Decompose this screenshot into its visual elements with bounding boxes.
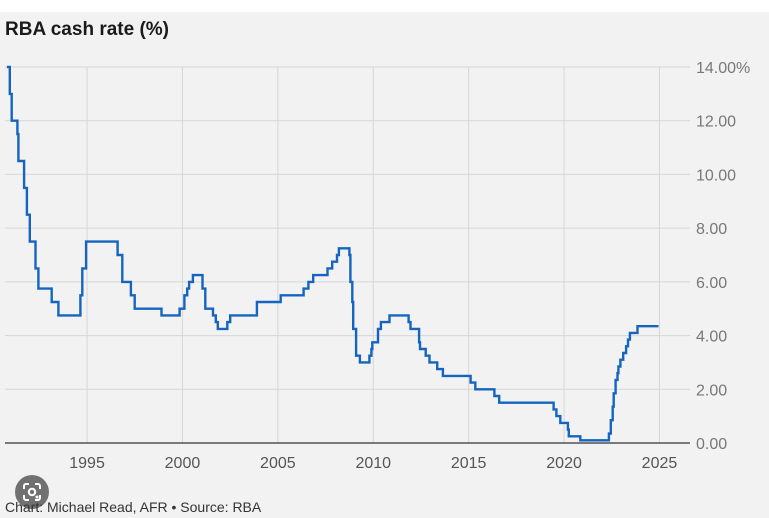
y-tick-label: 10.00 [696, 167, 736, 184]
chart-title: RBA cash rate (%) [5, 19, 170, 40]
y-tick-label: 8.00 [696, 221, 727, 238]
top-bar [0, 0, 769, 12]
google-lens-button[interactable] [15, 475, 49, 509]
lens-icon [23, 483, 41, 501]
x-tick-label: 1995 [69, 455, 105, 472]
cash-rate-line [6, 65, 659, 442]
series-group [6, 65, 659, 442]
x-tick-label: 2005 [260, 455, 296, 472]
gridlines [5, 66, 690, 443]
x-tick-label: 2025 [642, 455, 678, 472]
y-tick-label: 4.00 [696, 329, 727, 346]
y-tick-label: 6.00 [696, 275, 727, 292]
chart-source: Chart: Michael Read, AFR • Source: RBA [5, 499, 262, 515]
y-tick-label: 0.00 [696, 436, 727, 453]
x-tick-label: 2020 [546, 455, 582, 472]
y-tick-label: 12.00 [696, 114, 736, 131]
y-tick-labels: 0.00 2.00 4.00 6.00 8.00 10.00 12.00 14.00% [696, 60, 750, 453]
x-tick-label: 2015 [451, 455, 487, 472]
y-tick-label: 2.00 [696, 382, 727, 399]
y-tick-label: 14.00% [696, 60, 750, 77]
x-tick-label: 2010 [355, 455, 391, 472]
x-tick-label: 2000 [165, 455, 201, 472]
x-tick-labels: 1995 2000 2005 2010 2015 2020 2025 [69, 455, 677, 472]
